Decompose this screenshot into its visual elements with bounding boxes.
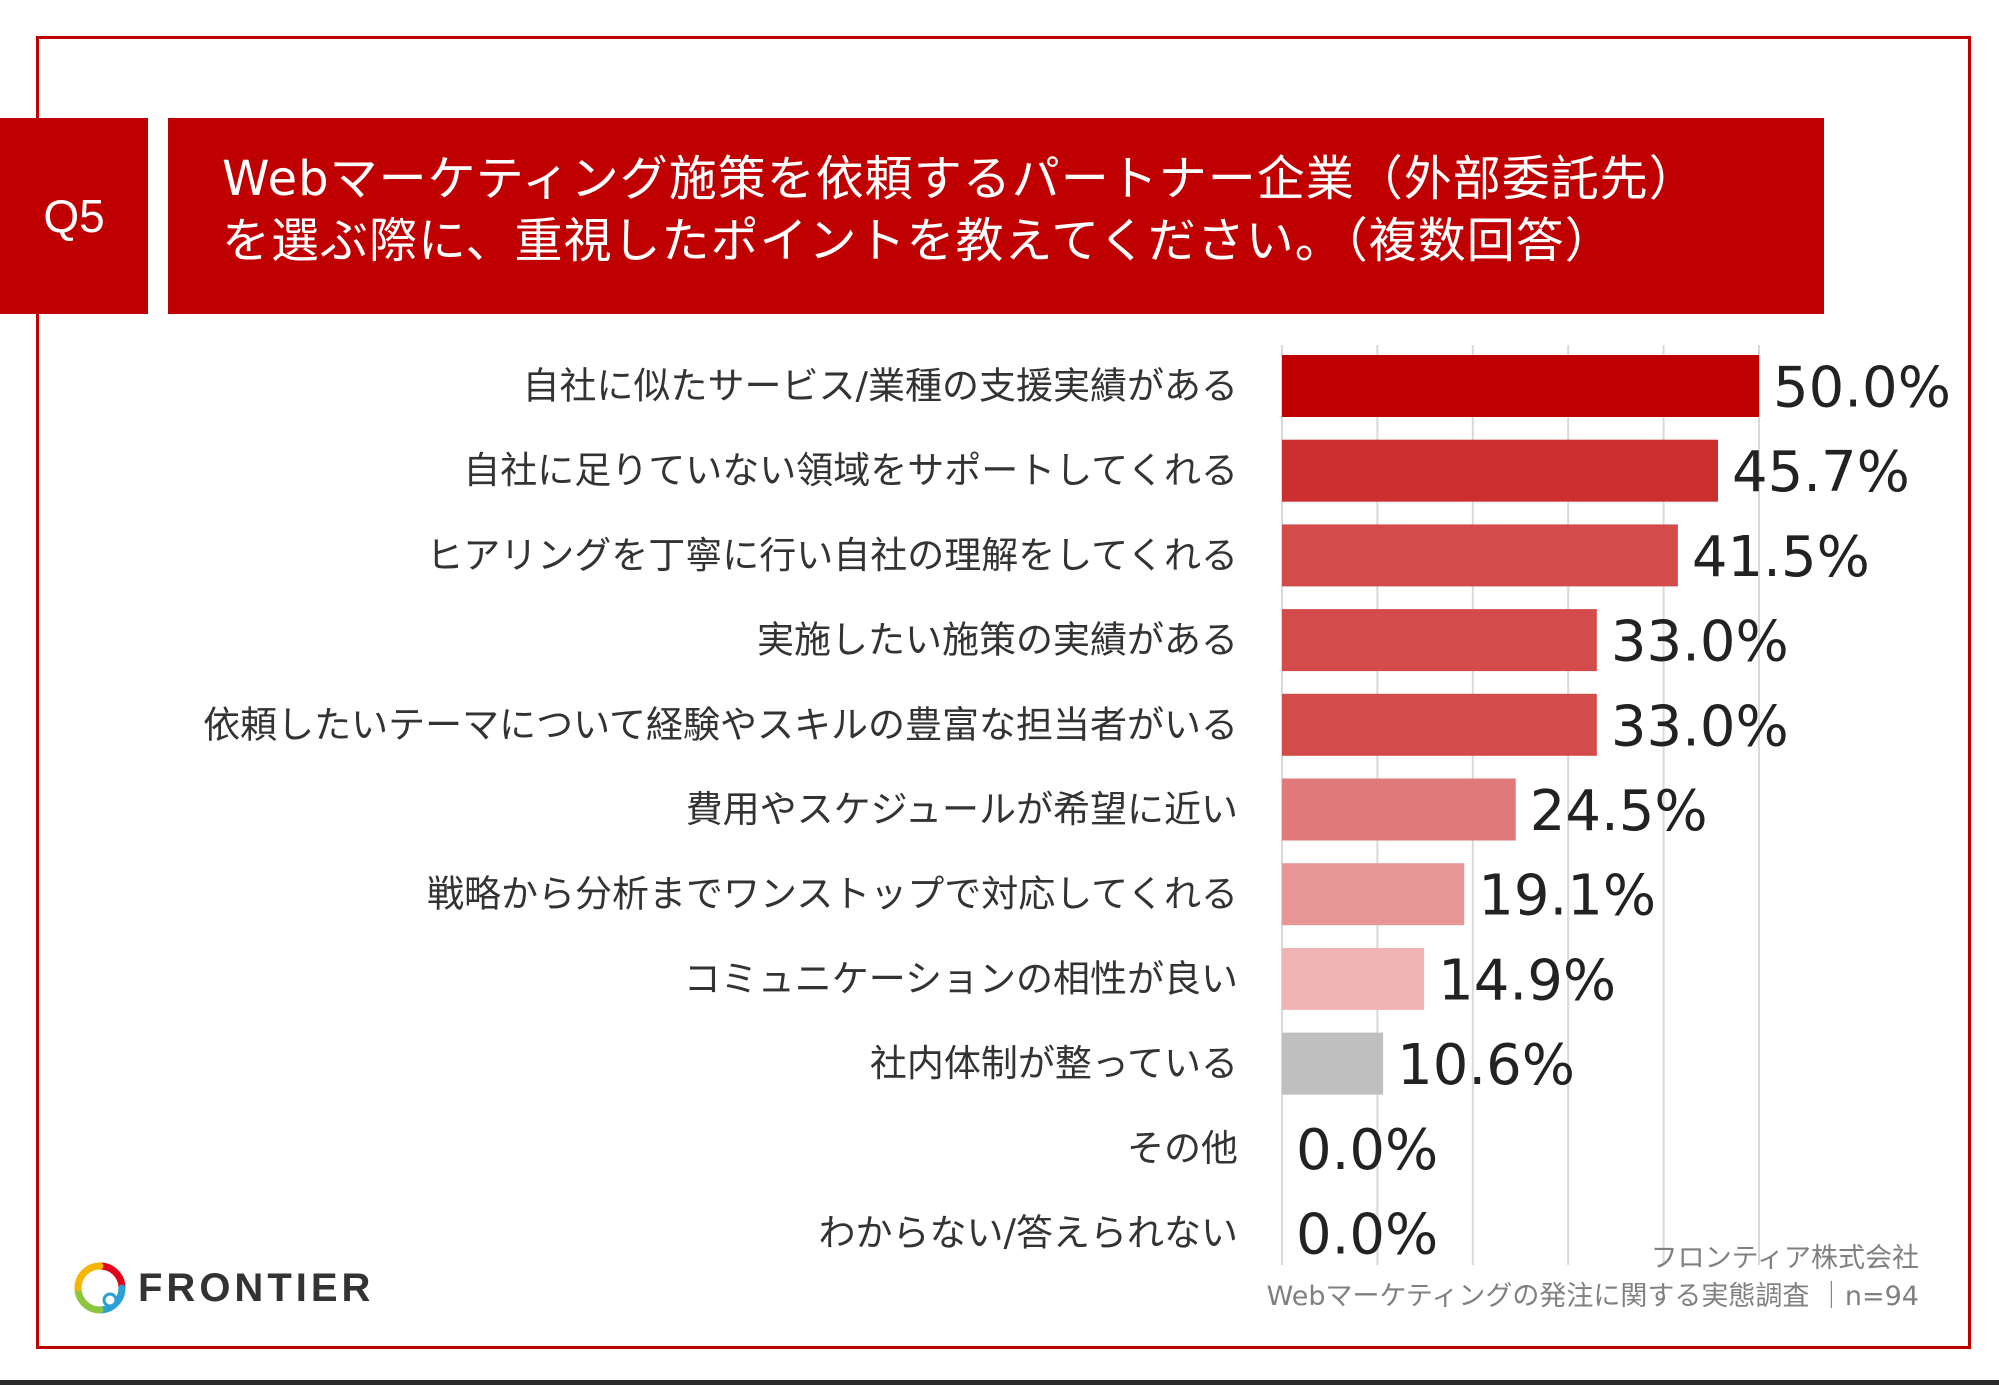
category-label: コミュニケーションの相性が良い bbox=[684, 957, 1238, 1000]
bar bbox=[1282, 693, 1597, 756]
source-note: フロンティア株式会社 Webマーケティングの発注に関する実態調査 ｜n=94 bbox=[1267, 1240, 1919, 1316]
category-label: 社内体制が整っている bbox=[870, 1042, 1238, 1085]
data-label: 45.7% bbox=[1732, 440, 1910, 505]
chart-frame bbox=[36, 36, 1971, 1349]
category-label: 自社に足りていない領域をサポートしてくれる bbox=[463, 449, 1238, 492]
bottom-rule bbox=[0, 1380, 1999, 1385]
data-label: 0.0% bbox=[1296, 1118, 1438, 1183]
question-title: Webマーケティング施策を依頼するパートナー企業（外部委託先） を選ぶ際に、重視… bbox=[168, 118, 1824, 314]
category-label: 自社に似たサービス/業種の支援実績がある bbox=[523, 365, 1238, 408]
source-survey: Webマーケティングの発注に関する実態調査 ｜n=94 bbox=[1266, 1281, 1919, 1312]
bar bbox=[1282, 947, 1425, 1010]
category-label: 戦略から分析までワンストップで対応してくれる bbox=[427, 873, 1238, 916]
frontier-logo-icon bbox=[74, 1262, 126, 1314]
bar bbox=[1282, 778, 1516, 841]
data-label: 50.0% bbox=[1773, 356, 1951, 421]
category-label: その他 bbox=[1127, 1127, 1238, 1170]
question-badge: Q5 bbox=[0, 118, 148, 314]
data-label: 0.0% bbox=[1296, 1203, 1438, 1268]
category-label: 費用やスケジュールが希望に近い bbox=[686, 788, 1238, 831]
category-label: 実施したい施策の実績がある bbox=[757, 619, 1238, 662]
question-title-line2: を選ぶ際に、重視したポイントを教えてください。（複数回答） bbox=[222, 213, 1614, 269]
label-layer: 自社に似たサービス/業種の支援実績がある 50.0% 自社に足りていない領域をサポー… bbox=[203, 356, 1951, 1268]
data-label: 19.1% bbox=[1478, 864, 1656, 929]
category-label: ヒアリングを丁寧に行い自社の理解をしてくれる bbox=[426, 534, 1238, 577]
bar-layer bbox=[1282, 355, 1759, 1095]
bar bbox=[1282, 609, 1597, 672]
data-label: 14.9% bbox=[1438, 948, 1616, 1013]
data-label: 33.0% bbox=[1611, 694, 1789, 759]
bar bbox=[1282, 1032, 1384, 1095]
question-title-line1: Webマーケティング施策を依頼するパートナー企業（外部委託先） bbox=[222, 151, 1698, 207]
bar bbox=[1282, 524, 1678, 587]
source-company: フロンティア株式会社 bbox=[1650, 1243, 1919, 1274]
data-label: 10.6% bbox=[1397, 1033, 1575, 1098]
logo-text: FRONTIER bbox=[138, 1265, 375, 1310]
category-label: わからない/答えられない bbox=[819, 1212, 1238, 1255]
bar bbox=[1282, 439, 1718, 502]
bar bbox=[1282, 863, 1465, 926]
data-label: 41.5% bbox=[1692, 525, 1870, 590]
data-label: 24.5% bbox=[1530, 779, 1708, 844]
bar bbox=[1282, 355, 1759, 417]
category-label: 依頼したいテーマについて経験やスキルの豊富な担当者がいる bbox=[203, 703, 1238, 746]
question-number: Q5 bbox=[43, 190, 105, 242]
frontier-logo: FRONTIER bbox=[72, 1258, 374, 1318]
data-label: 33.0% bbox=[1611, 610, 1789, 675]
